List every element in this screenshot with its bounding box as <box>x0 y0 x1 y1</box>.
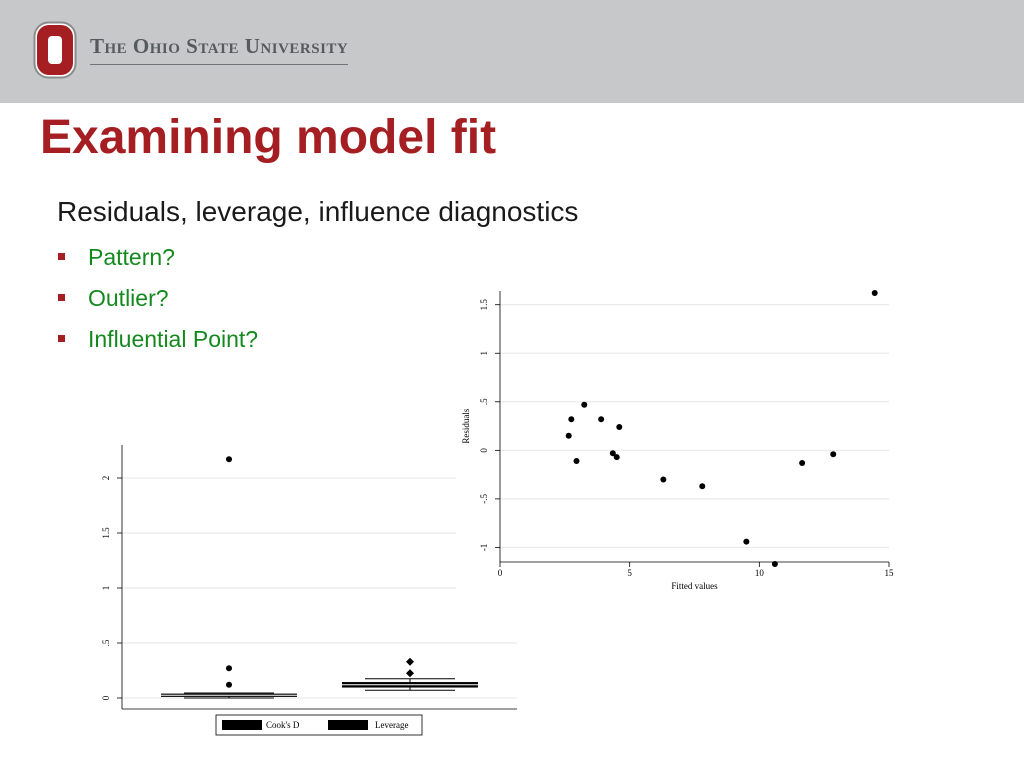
residual-point <box>699 483 706 490</box>
scatter-y-axis-label: Residuals <box>461 408 471 443</box>
box-outlier-point <box>406 657 414 666</box>
residual-point <box>830 451 837 458</box>
box-plot-marks <box>161 456 478 699</box>
residual-point <box>568 416 575 423</box>
scatter-x-tick-label: 5 <box>627 568 632 578</box>
scatter-axes: -1 -.5 0 .5 1 1.5 0 5 10 15 Fitted values Residuals <box>461 291 894 591</box>
scatter-points <box>565 290 878 567</box>
bullet-text: Outlier? <box>88 285 169 311</box>
university-wordmark: The Ohio State University <box>90 34 349 65</box>
scatter-x-tick-label: 15 <box>885 568 895 578</box>
block-o-logo-icon <box>33 21 77 79</box>
residual-point <box>871 290 878 297</box>
scatter-y-tick-label: 1 <box>479 351 489 356</box>
box-plot-y-tick-label: 0 <box>101 695 111 700</box>
scatter-y-tick-label: .5 <box>479 398 489 405</box>
header-banner: The Ohio State University <box>0 0 1024 103</box>
bullet-item: Pattern? <box>57 242 258 283</box>
box-plot-y-tick-label: .5 <box>101 639 111 646</box>
box-outlier-point <box>226 681 232 688</box>
scatter-x-tick-label: 0 <box>498 568 503 578</box>
scatter-grid <box>500 304 889 548</box>
bullet-square-icon <box>58 294 65 301</box>
legend-swatch <box>328 720 368 730</box>
scatter-y-tick-label: -.5 <box>479 494 489 504</box>
box-plot-axes: 0 .5 1 1.5 2 <box>101 445 517 710</box>
diagnostics-box-plot: 0 .5 1 1.5 2 Cook's D Leverage <box>101 445 517 736</box>
residual-point <box>598 416 605 423</box>
scatter-y-tick-label: -1 <box>479 544 489 552</box>
residual-point <box>743 538 750 545</box>
residual-point <box>660 476 667 483</box>
scatter-x-axis-label: Fitted values <box>671 581 718 591</box>
scatter-y-tick-label: 1.5 <box>479 299 489 311</box>
residual-point <box>581 401 588 408</box>
box-plot-y-tick-label: 1 <box>101 586 111 591</box>
legend-swatch <box>222 720 262 730</box>
scatter-background <box>456 283 896 603</box>
residuals-vs-fitted-plot: -1 -.5 0 .5 1 1.5 0 5 10 15 Fitted values Residuals <box>456 283 896 603</box>
bullet-text: Influential Point? <box>88 326 259 352</box>
scatter-x-tick-label: 10 <box>755 568 765 578</box>
residual-point <box>613 454 620 461</box>
bullet-item: Outlier? <box>57 283 258 324</box>
slide-title: Examining model fit <box>40 111 497 164</box>
residual-point <box>565 432 572 439</box>
box-plot-legend: Cook's D Leverage <box>215 714 423 736</box>
box-plot-grid <box>122 477 517 699</box>
slide-subtitle: Residuals, leverage, influence diagnosti… <box>57 196 579 227</box>
box-outlier-point <box>406 669 414 678</box>
box-plot-y-tick-label: 1.5 <box>101 527 111 539</box>
bullet-square-icon <box>58 253 65 260</box>
bullet-item: Influential Point? <box>57 324 258 365</box>
legend-box <box>215 714 423 736</box>
box-outlier-point <box>226 665 232 672</box>
box-plot-y-tick-label: 2 <box>101 476 111 481</box>
bullet-list: Pattern? Outlier? Influential Point? <box>57 242 258 365</box>
box-outlier-point <box>226 456 232 463</box>
bullet-square-icon <box>58 335 65 342</box>
residual-point <box>799 459 806 466</box>
scatter-y-tick-label: 0 <box>479 448 489 453</box>
residual-point <box>771 560 778 567</box>
legend-label: Cook's D <box>266 720 300 730</box>
legend-label: Leverage <box>375 720 408 730</box>
residual-point <box>609 450 616 457</box>
bullet-text: Pattern? <box>88 244 175 270</box>
residual-point <box>616 424 623 431</box>
residual-point <box>573 458 580 465</box>
